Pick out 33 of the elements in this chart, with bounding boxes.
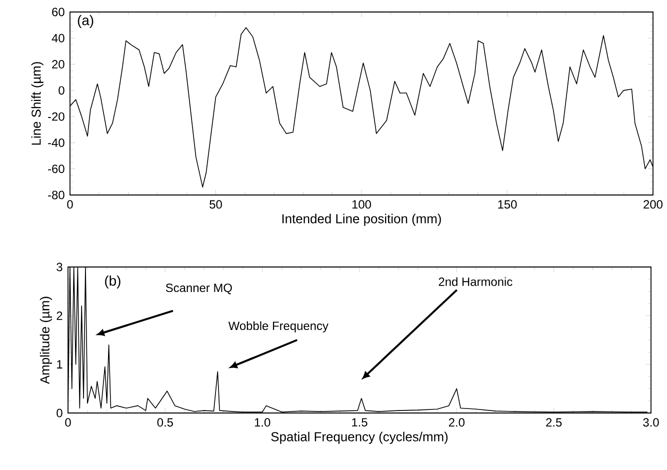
y-tick-label: 2 xyxy=(56,311,62,320)
y-tick-label: 60 xyxy=(52,8,64,16)
x-axis-title: Spatial Frequency (cycles/mm) xyxy=(271,432,448,444)
x-tick-label: 3.0 xyxy=(643,418,659,427)
y-tick-label: 1 xyxy=(57,360,62,368)
x-tick-label: 1.5 xyxy=(352,418,368,427)
x-tick-label: 150 xyxy=(498,200,517,209)
x-tick-label: 50 xyxy=(210,200,222,209)
y-axis-title: Amplitude (µm) xyxy=(40,296,52,384)
y-tick-label: 40 xyxy=(52,34,64,42)
y-tick-label: 20 xyxy=(52,60,64,68)
y-tick-label: 0 xyxy=(58,86,64,95)
annotation: (b) xyxy=(105,276,120,288)
x-tick-label: 2.5 xyxy=(546,418,562,427)
x-axis-title: Intended Line position (mm) xyxy=(282,214,441,226)
x-tick-label: 1.0 xyxy=(254,418,270,427)
x-tick-label: 2.0 xyxy=(448,418,465,427)
annotation: Wobble Frequency xyxy=(228,321,328,332)
x-tick-label: 100 xyxy=(352,200,372,209)
y-tick-label: 0 xyxy=(56,408,62,418)
y-tick-label: -80 xyxy=(48,190,64,200)
annotation: (a) xyxy=(78,15,94,28)
x-tick-label: 200 xyxy=(644,200,663,209)
annotation: Scanner MQ xyxy=(166,284,232,294)
y-axis-title: Line Shift (µm) xyxy=(31,62,44,145)
x-tick-label: 0.5 xyxy=(157,418,173,427)
x-tick-label: 0 xyxy=(67,200,73,209)
x-tick-label: 0 xyxy=(65,418,71,427)
y-tick-label: -20 xyxy=(48,112,64,121)
y-tick-label: -40 xyxy=(48,138,64,147)
y-tick-label: -60 xyxy=(48,164,64,174)
y-tick-label: 3 xyxy=(56,262,62,272)
annotation: 2nd Harmonic xyxy=(438,277,512,286)
